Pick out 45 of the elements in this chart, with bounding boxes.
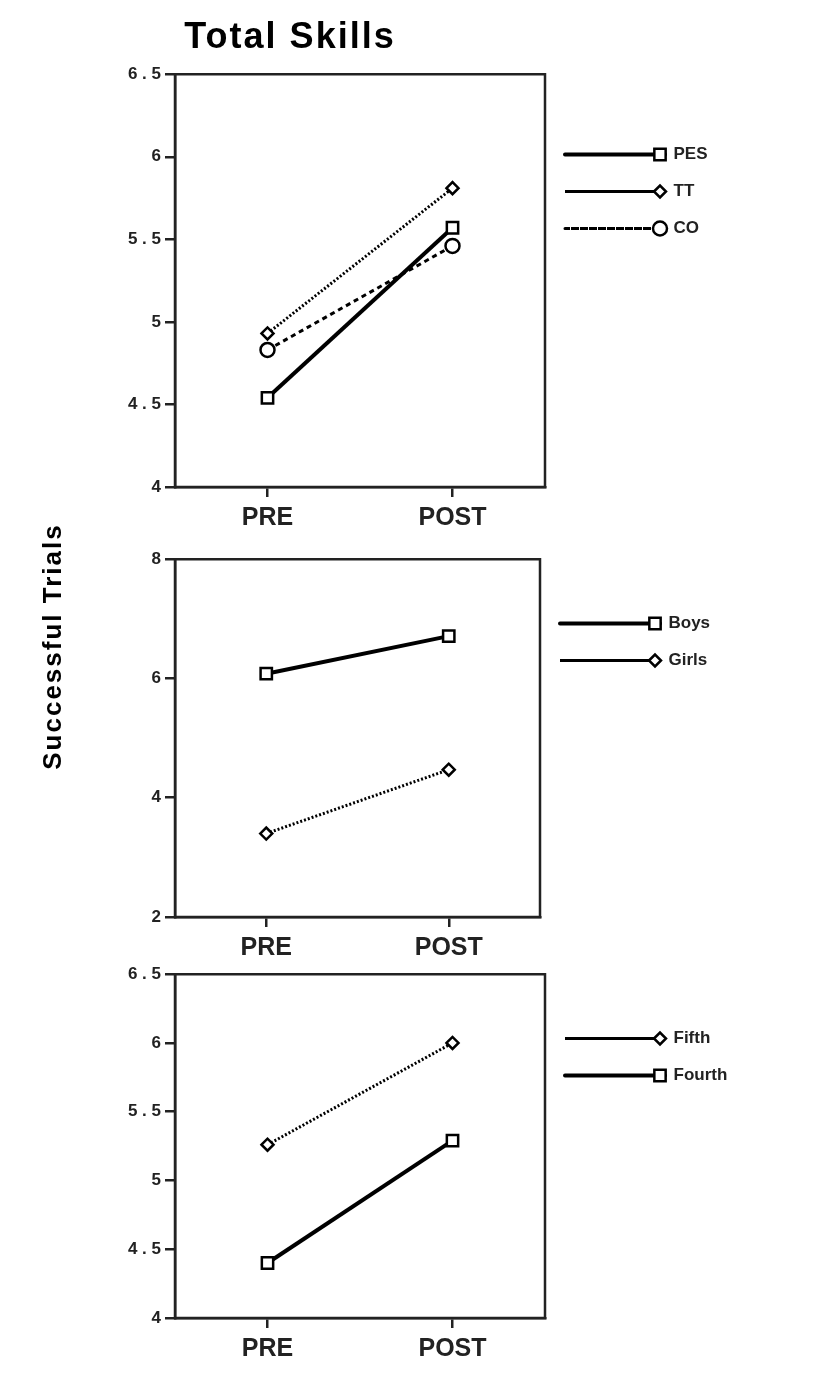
legend-label: Fourth [673, 1065, 728, 1085]
point [259, 826, 274, 841]
y-tick-label: 5 . 5 [127, 1101, 161, 1121]
point [445, 220, 460, 235]
y-tick-label: 5 . 5 [127, 229, 161, 249]
legend-label: CO [673, 218, 699, 238]
legend-label: Boys [668, 613, 711, 633]
legend-label: TT [673, 181, 695, 201]
x-tick-label: PRE [240, 931, 292, 960]
x-tick-label: PRE [241, 501, 294, 530]
y-tick-label: 6 [151, 668, 161, 688]
x-tick-label: POST [418, 501, 487, 530]
point [441, 762, 456, 777]
point [445, 180, 460, 196]
y-tick-label: 8 [151, 548, 161, 568]
y-tick-label: 5 [151, 311, 161, 331]
point [260, 326, 275, 341]
y-tick-label: 6 [151, 146, 161, 166]
y-tick-label: 5 [151, 1170, 161, 1190]
point [445, 1035, 460, 1051]
y-tick-label: 4 . 5 [127, 394, 161, 414]
point [444, 237, 461, 255]
y-tick-label: 4 [151, 787, 162, 807]
point [259, 341, 276, 359]
y-tick-label: 4 . 5 [127, 1238, 161, 1258]
chart-title: Total Skills [183, 15, 397, 57]
y-tick-label: 4 [151, 1307, 162, 1327]
point [259, 666, 274, 681]
y-tick-label: 4 [151, 476, 162, 496]
x-tick-label: PRE [241, 1332, 294, 1361]
point [441, 629, 456, 644]
y-tick-label: 2 [151, 906, 161, 926]
x-tick-label: POST [418, 1332, 487, 1361]
legend-label: Fifth [673, 1028, 711, 1048]
point [260, 1137, 275, 1152]
legend-label: Girls [668, 650, 708, 670]
y-tick-label: 6 . 5 [127, 963, 161, 983]
y-tick-label: 6 [151, 1032, 161, 1052]
point [260, 1256, 275, 1270]
point [260, 390, 275, 405]
y-tick-label: 6 . 5 [127, 63, 161, 83]
point [445, 1133, 460, 1148]
x-tick-label: POST [414, 931, 483, 960]
legend-label: PES [673, 144, 708, 164]
y-axis-title: Successful Trials [36, 522, 68, 772]
